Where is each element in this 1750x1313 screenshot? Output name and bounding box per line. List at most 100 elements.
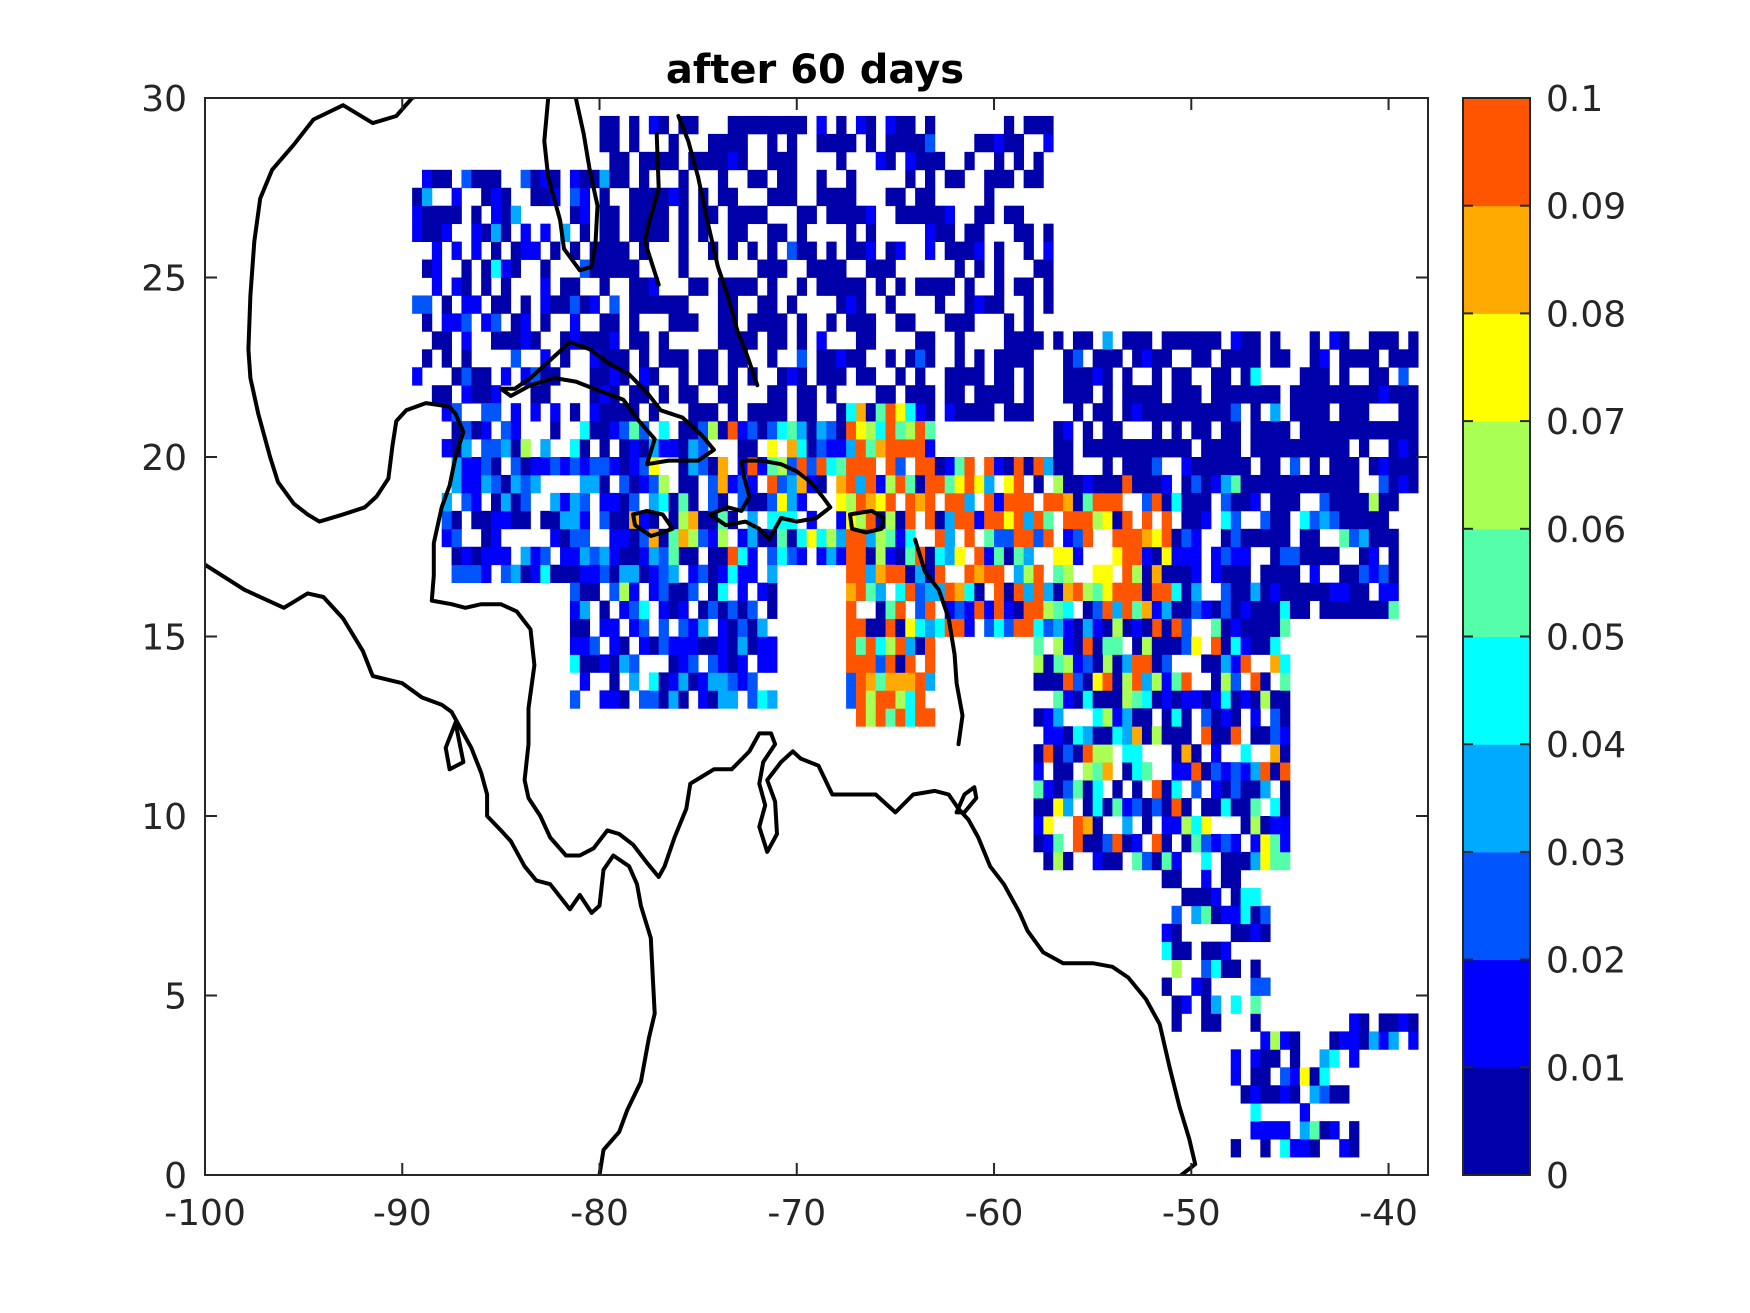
heatmap-cell [579,474,591,494]
heatmap-cell [678,349,689,368]
heatmap-cell [1043,115,1054,135]
heatmap-cell [1280,439,1291,458]
heatmap-cell [1171,600,1182,619]
heatmap-cell [944,403,955,422]
heatmap-cell [786,421,798,440]
heatmap-cell [1112,421,1123,440]
heatmap-cell [658,349,669,368]
heatmap-cell [836,151,847,171]
heatmap-cell [1250,690,1261,709]
heatmap-cell [579,205,591,225]
heatmap-cell [1191,403,1202,422]
heatmap-cell [668,600,679,619]
heatmap-cell [629,492,640,512]
heatmap-cell [1023,385,1034,404]
heatmap-cell [1092,762,1103,781]
heatmap-cell [1358,564,1370,584]
heatmap-cell [954,367,965,386]
heatmap-cell [1309,1139,1320,1158]
heatmap-cell [678,618,689,637]
heatmap-cell [1161,869,1172,889]
heatmap-cell [1141,331,1153,350]
heatmap-cell [1280,1085,1291,1104]
heatmap-cell [727,223,738,242]
heatmap-cell [1329,385,1340,404]
heatmap-cell [658,618,669,637]
heatmap-cell [589,546,600,566]
heatmap-cell [984,187,995,207]
heatmap-cell [964,295,975,314]
heatmap-cell [816,169,827,189]
heatmap-cell [934,510,946,530]
heatmap-cell [1270,816,1281,835]
heatmap-cell [1053,457,1064,476]
heatmap-cell [1003,618,1015,637]
heatmap-cell [1398,421,1409,440]
heatmap-cell [727,403,738,422]
heatmap-cell [1260,1085,1271,1104]
heatmap-cell [1023,492,1034,512]
heatmap-cell [471,367,482,386]
heatmap-cell [1319,403,1330,422]
heatmap-cell [1230,654,1241,673]
heatmap-cell [1132,851,1143,871]
heatmap-cell [717,187,729,207]
heatmap-cell [579,457,591,476]
heatmap-cell [816,367,827,386]
heatmap-cell [678,528,689,548]
heatmap-cell [1082,816,1094,835]
heatmap-cell [678,421,689,440]
heatmap-cell [1388,1031,1399,1050]
heatmap-cell [550,421,561,440]
heatmap-cell [648,564,660,584]
heatmap-cell [1043,708,1054,727]
heatmap-cell [1053,798,1064,817]
heatmap-cell [1122,744,1133,763]
heatmap-cell [1112,600,1123,619]
heatmap-cell [1250,421,1261,440]
heatmap-cell [846,169,857,189]
heatmap-cell [1141,474,1153,494]
heatmap-cell [816,115,827,135]
heatmap-cell [1378,1031,1389,1050]
heatmap-cell [1003,600,1015,619]
heatmap-cell [1023,546,1034,566]
heatmap-cell [944,457,955,476]
heatmap-cell [1181,995,1192,1014]
heatmap-cell [1033,331,1044,350]
heatmap-cell [1132,798,1143,817]
heatmap-cell [846,618,857,637]
heatmap-cell [579,331,591,350]
heatmap-cell [560,349,571,368]
heatmap-cell [1230,439,1241,458]
heatmap-cell [1132,690,1143,709]
heatmap-cell [915,331,926,350]
heatmap-cell [1161,654,1172,673]
heatmap-cell [678,295,689,314]
heatmap-cell [767,654,778,673]
heatmap-cell [1201,690,1212,709]
heatmap-cell [1260,977,1271,996]
heatmap-cell [1230,959,1241,978]
heatmap-cell [451,421,462,440]
heatmap-cell [619,600,630,619]
heatmap-cell [934,277,946,296]
heatmap-cell [905,546,916,566]
heatmap-cell [609,492,620,512]
heatmap-cell [1102,762,1113,781]
heatmap-cell [1122,600,1133,619]
heatmap-cell [599,439,610,458]
heatmap-cell [1171,1013,1182,1032]
heatmap-cell [1092,851,1103,871]
heatmap-cell [1240,780,1251,799]
heatmap-cell [421,223,433,242]
heatmap-cell [1181,385,1192,404]
heatmap-cell [1102,654,1113,673]
heatmap-cell [1082,474,1094,494]
heatmap-cell [875,636,886,655]
heatmap-cell [1378,421,1389,440]
heatmap-cell [1151,349,1163,368]
heatmap-cell [599,133,610,153]
heatmap-cell [717,618,729,637]
heatmap-cell [648,151,660,171]
